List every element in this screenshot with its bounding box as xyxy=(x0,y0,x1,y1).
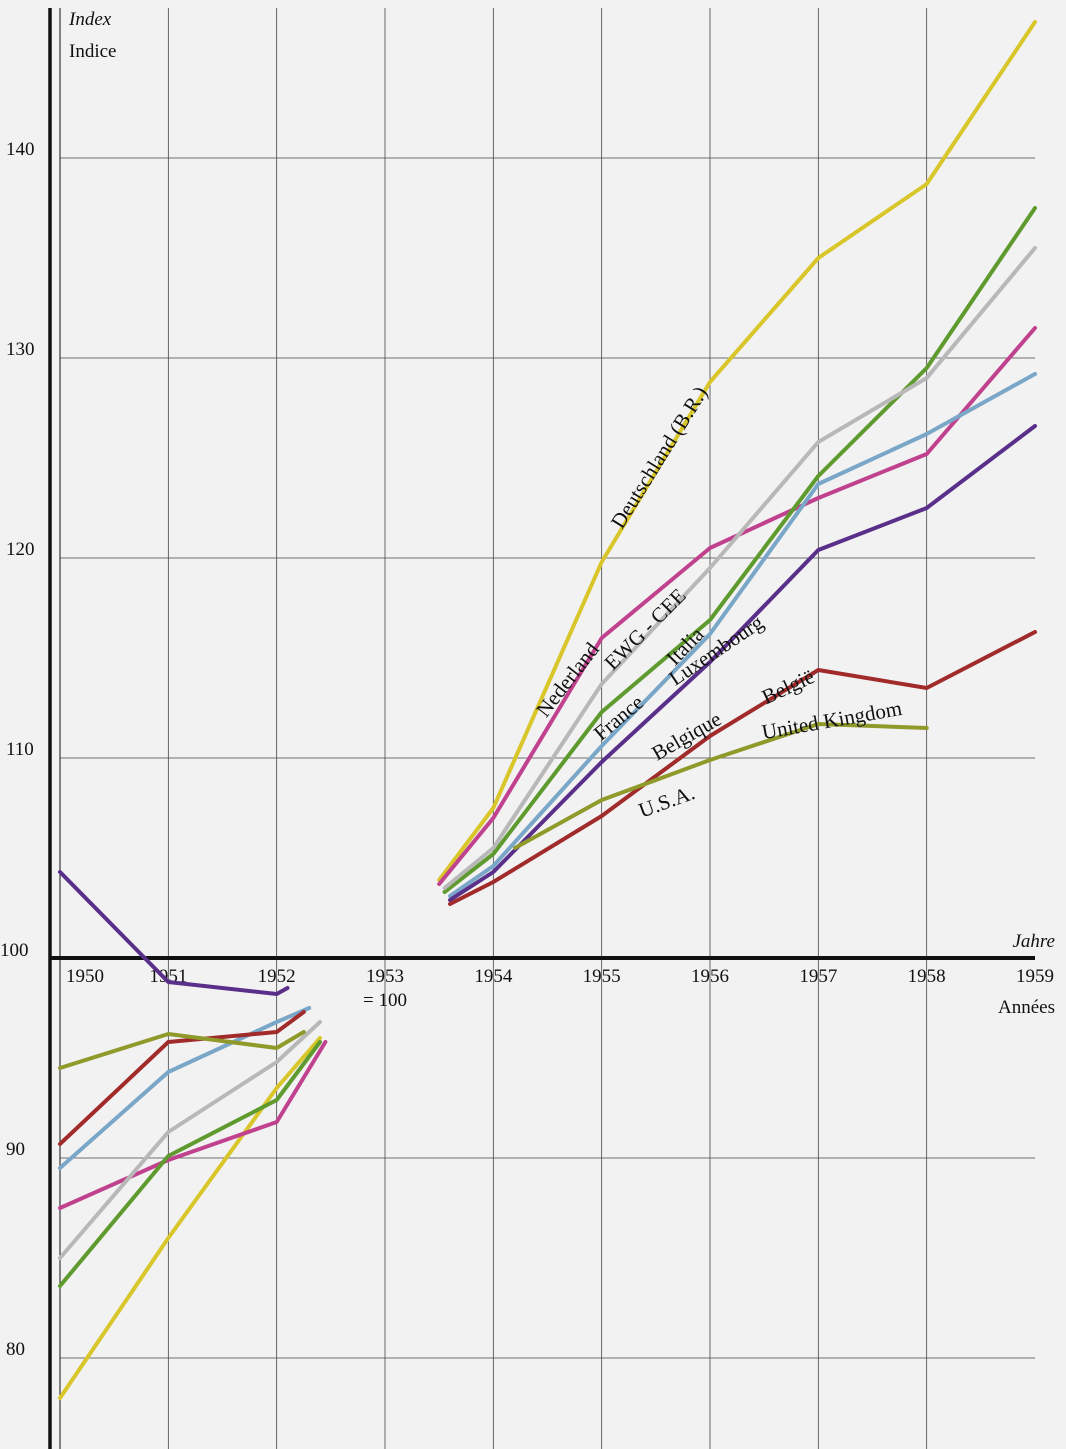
series-group xyxy=(58,20,1037,1400)
series-line-nederland-1 xyxy=(58,1040,328,1210)
y-tick-label-120: 120 xyxy=(6,539,35,560)
x-tick-label-1953: 1953 xyxy=(366,966,404,987)
series-line-belgique-belgi-1 xyxy=(58,1010,306,1146)
x-tick-label-1959: 1959 xyxy=(1016,966,1054,987)
series-line-italia-2 xyxy=(448,372,1037,898)
grid xyxy=(60,8,1035,1449)
x-tick-label-1956: 1956 xyxy=(691,966,729,987)
series-line-nederland-2 xyxy=(437,326,1037,886)
series-line-united-kingdom-1 xyxy=(58,1030,306,1070)
series-line-italia-1 xyxy=(58,1006,312,1170)
y-tick-label-140: 140 xyxy=(6,139,35,160)
y-tick-label-80: 80 xyxy=(6,1339,25,1360)
y-axis-title-fr: Indice xyxy=(69,41,116,62)
series-line-luxembourg-1 xyxy=(58,870,290,996)
y-tick-label-90: 90 xyxy=(6,1139,25,1160)
series-label-nederland: Nederland xyxy=(531,637,604,721)
series-line-france-1 xyxy=(58,1020,322,1260)
x-tick-label-1952: 1952 xyxy=(258,966,296,987)
x-tick-label-1950: 1950 xyxy=(66,966,104,987)
y-tick-label-100: 100 xyxy=(0,940,29,961)
series-label-deutschland-b-r: Deutschland (B.R.) xyxy=(606,382,713,533)
series-line-deutschland-b-r-1 xyxy=(58,1036,322,1400)
series-label-belgi: België xyxy=(758,664,818,709)
series-line-ewg-cee-2 xyxy=(442,206,1037,894)
series-line-deutschland-b-r-2 xyxy=(437,20,1037,882)
base-year-note: = 100 xyxy=(363,990,407,1011)
x-tick-label-1958: 1958 xyxy=(908,966,946,987)
series-line-ewg-cee-1 xyxy=(58,1040,322,1288)
y-tick-label-110: 110 xyxy=(6,739,34,760)
x-axis-title-de: Jahre xyxy=(1012,931,1055,952)
series-line-luxembourg-2 xyxy=(448,424,1037,902)
series-line-belgique-belgi-2 xyxy=(448,630,1037,906)
x-tick-label-1955: 1955 xyxy=(583,966,621,987)
x-tick-label-1954: 1954 xyxy=(474,966,513,987)
x-tick-label-1957: 1957 xyxy=(799,966,837,987)
y-tick-label-130: 130 xyxy=(6,339,35,360)
series-line-france-2 xyxy=(442,246,1037,890)
series-line-united-kingdom-2 xyxy=(513,722,929,850)
series-label-united-kingdom: United Kingdom xyxy=(760,696,904,744)
y-axis-title-de: Index xyxy=(68,9,112,30)
x-axis-title-fr: Années xyxy=(998,997,1055,1018)
